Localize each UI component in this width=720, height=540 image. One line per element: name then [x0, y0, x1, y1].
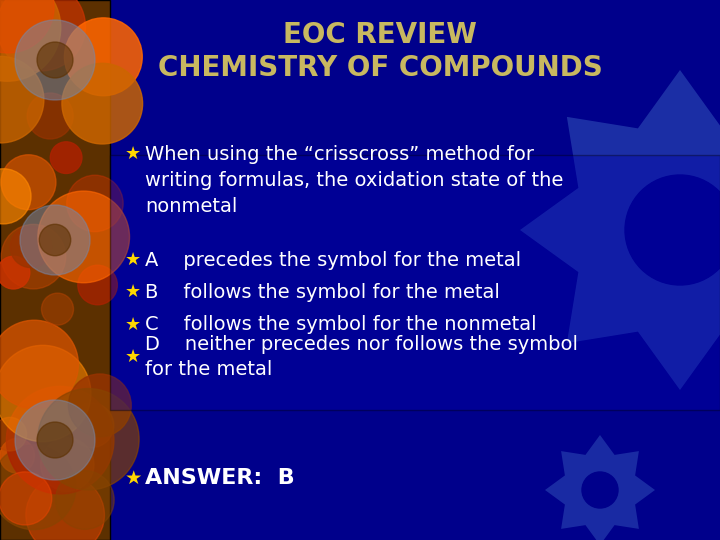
Circle shape: [582, 472, 618, 508]
Circle shape: [68, 374, 131, 437]
Circle shape: [1, 155, 56, 210]
Text: ★: ★: [125, 251, 141, 269]
Circle shape: [69, 403, 114, 448]
Text: A    precedes the symbol for the metal: A precedes the symbol for the metal: [145, 251, 521, 269]
Circle shape: [0, 56, 44, 143]
Circle shape: [0, 0, 60, 81]
Circle shape: [0, 445, 76, 530]
Circle shape: [10, 226, 52, 268]
Circle shape: [0, 0, 86, 71]
Circle shape: [0, 345, 91, 442]
Circle shape: [50, 142, 82, 173]
Circle shape: [37, 389, 139, 490]
FancyBboxPatch shape: [110, 155, 720, 410]
Circle shape: [40, 224, 71, 256]
Circle shape: [6, 387, 114, 494]
Circle shape: [26, 476, 104, 540]
FancyBboxPatch shape: [0, 0, 110, 540]
Text: EOC REVIEW: EOC REVIEW: [283, 21, 477, 49]
Circle shape: [42, 293, 73, 325]
Text: ★: ★: [125, 283, 141, 301]
Text: D    neither precedes nor follows the symbol
for the metal: D neither precedes nor follows the symbo…: [145, 335, 578, 380]
Circle shape: [64, 18, 143, 96]
Circle shape: [15, 400, 95, 480]
Circle shape: [0, 320, 78, 409]
Polygon shape: [545, 435, 655, 540]
Circle shape: [0, 417, 27, 451]
Circle shape: [0, 472, 52, 525]
Text: ★: ★: [125, 316, 141, 334]
Circle shape: [55, 471, 114, 529]
Circle shape: [0, 169, 31, 224]
Circle shape: [625, 175, 720, 285]
Circle shape: [1, 224, 66, 289]
Text: ANSWER:  B: ANSWER: B: [145, 468, 294, 488]
Text: ★: ★: [125, 469, 143, 488]
Text: ★: ★: [125, 348, 141, 366]
Circle shape: [40, 438, 94, 491]
Text: B    follows the symbol for the metal: B follows the symbol for the metal: [145, 282, 500, 301]
Circle shape: [38, 191, 130, 283]
Circle shape: [67, 175, 123, 232]
Circle shape: [37, 422, 73, 458]
Circle shape: [37, 42, 73, 78]
Text: CHEMISTRY OF COMPOUNDS: CHEMISTRY OF COMPOUNDS: [158, 54, 603, 82]
Text: C    follows the symbol for the nonmetal: C follows the symbol for the nonmetal: [145, 315, 536, 334]
Text: ★: ★: [125, 145, 141, 163]
Circle shape: [0, 256, 30, 289]
Circle shape: [20, 205, 90, 275]
Circle shape: [27, 93, 73, 139]
Text: When using the “crisscross” method for
writing formulas, the oxidation state of : When using the “crisscross” method for w…: [145, 145, 563, 215]
Circle shape: [62, 63, 143, 144]
Circle shape: [0, 0, 54, 53]
Circle shape: [15, 20, 95, 100]
Polygon shape: [520, 70, 720, 390]
Circle shape: [78, 265, 117, 305]
Circle shape: [0, 438, 35, 473]
